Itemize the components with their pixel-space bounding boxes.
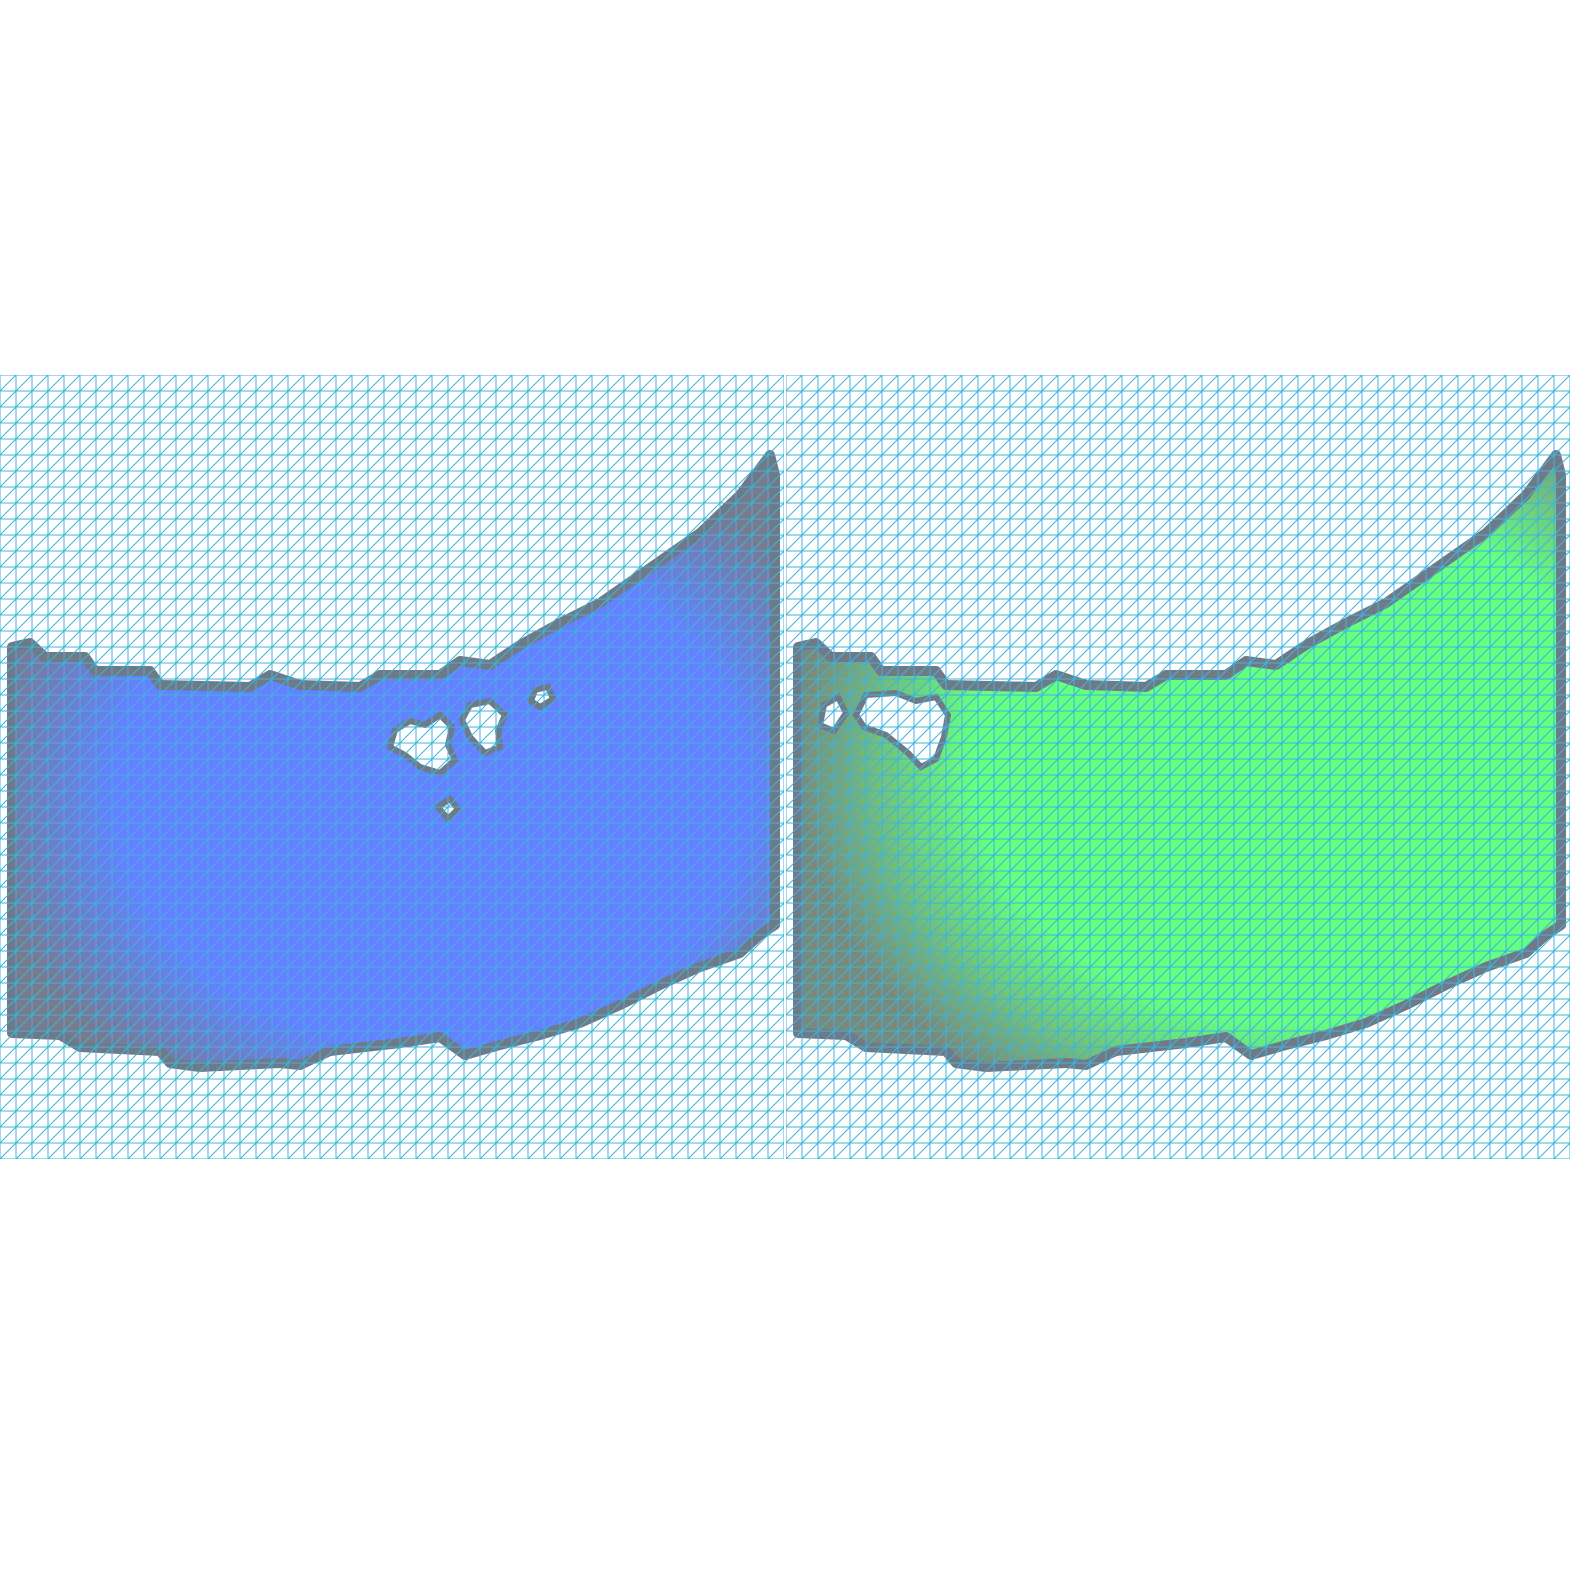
left-mesh-panel: [0, 375, 784, 1159]
triangle-grid-lines: [0, 375, 784, 1159]
left-mesh-svg: [0, 375, 784, 1159]
right-grid: [786, 375, 1570, 1159]
triangle-grid-lines: [786, 375, 1570, 1159]
right-mesh-svg: [786, 375, 1570, 1159]
right-mesh-panel: [786, 375, 1570, 1159]
left-grid: [0, 375, 784, 1159]
